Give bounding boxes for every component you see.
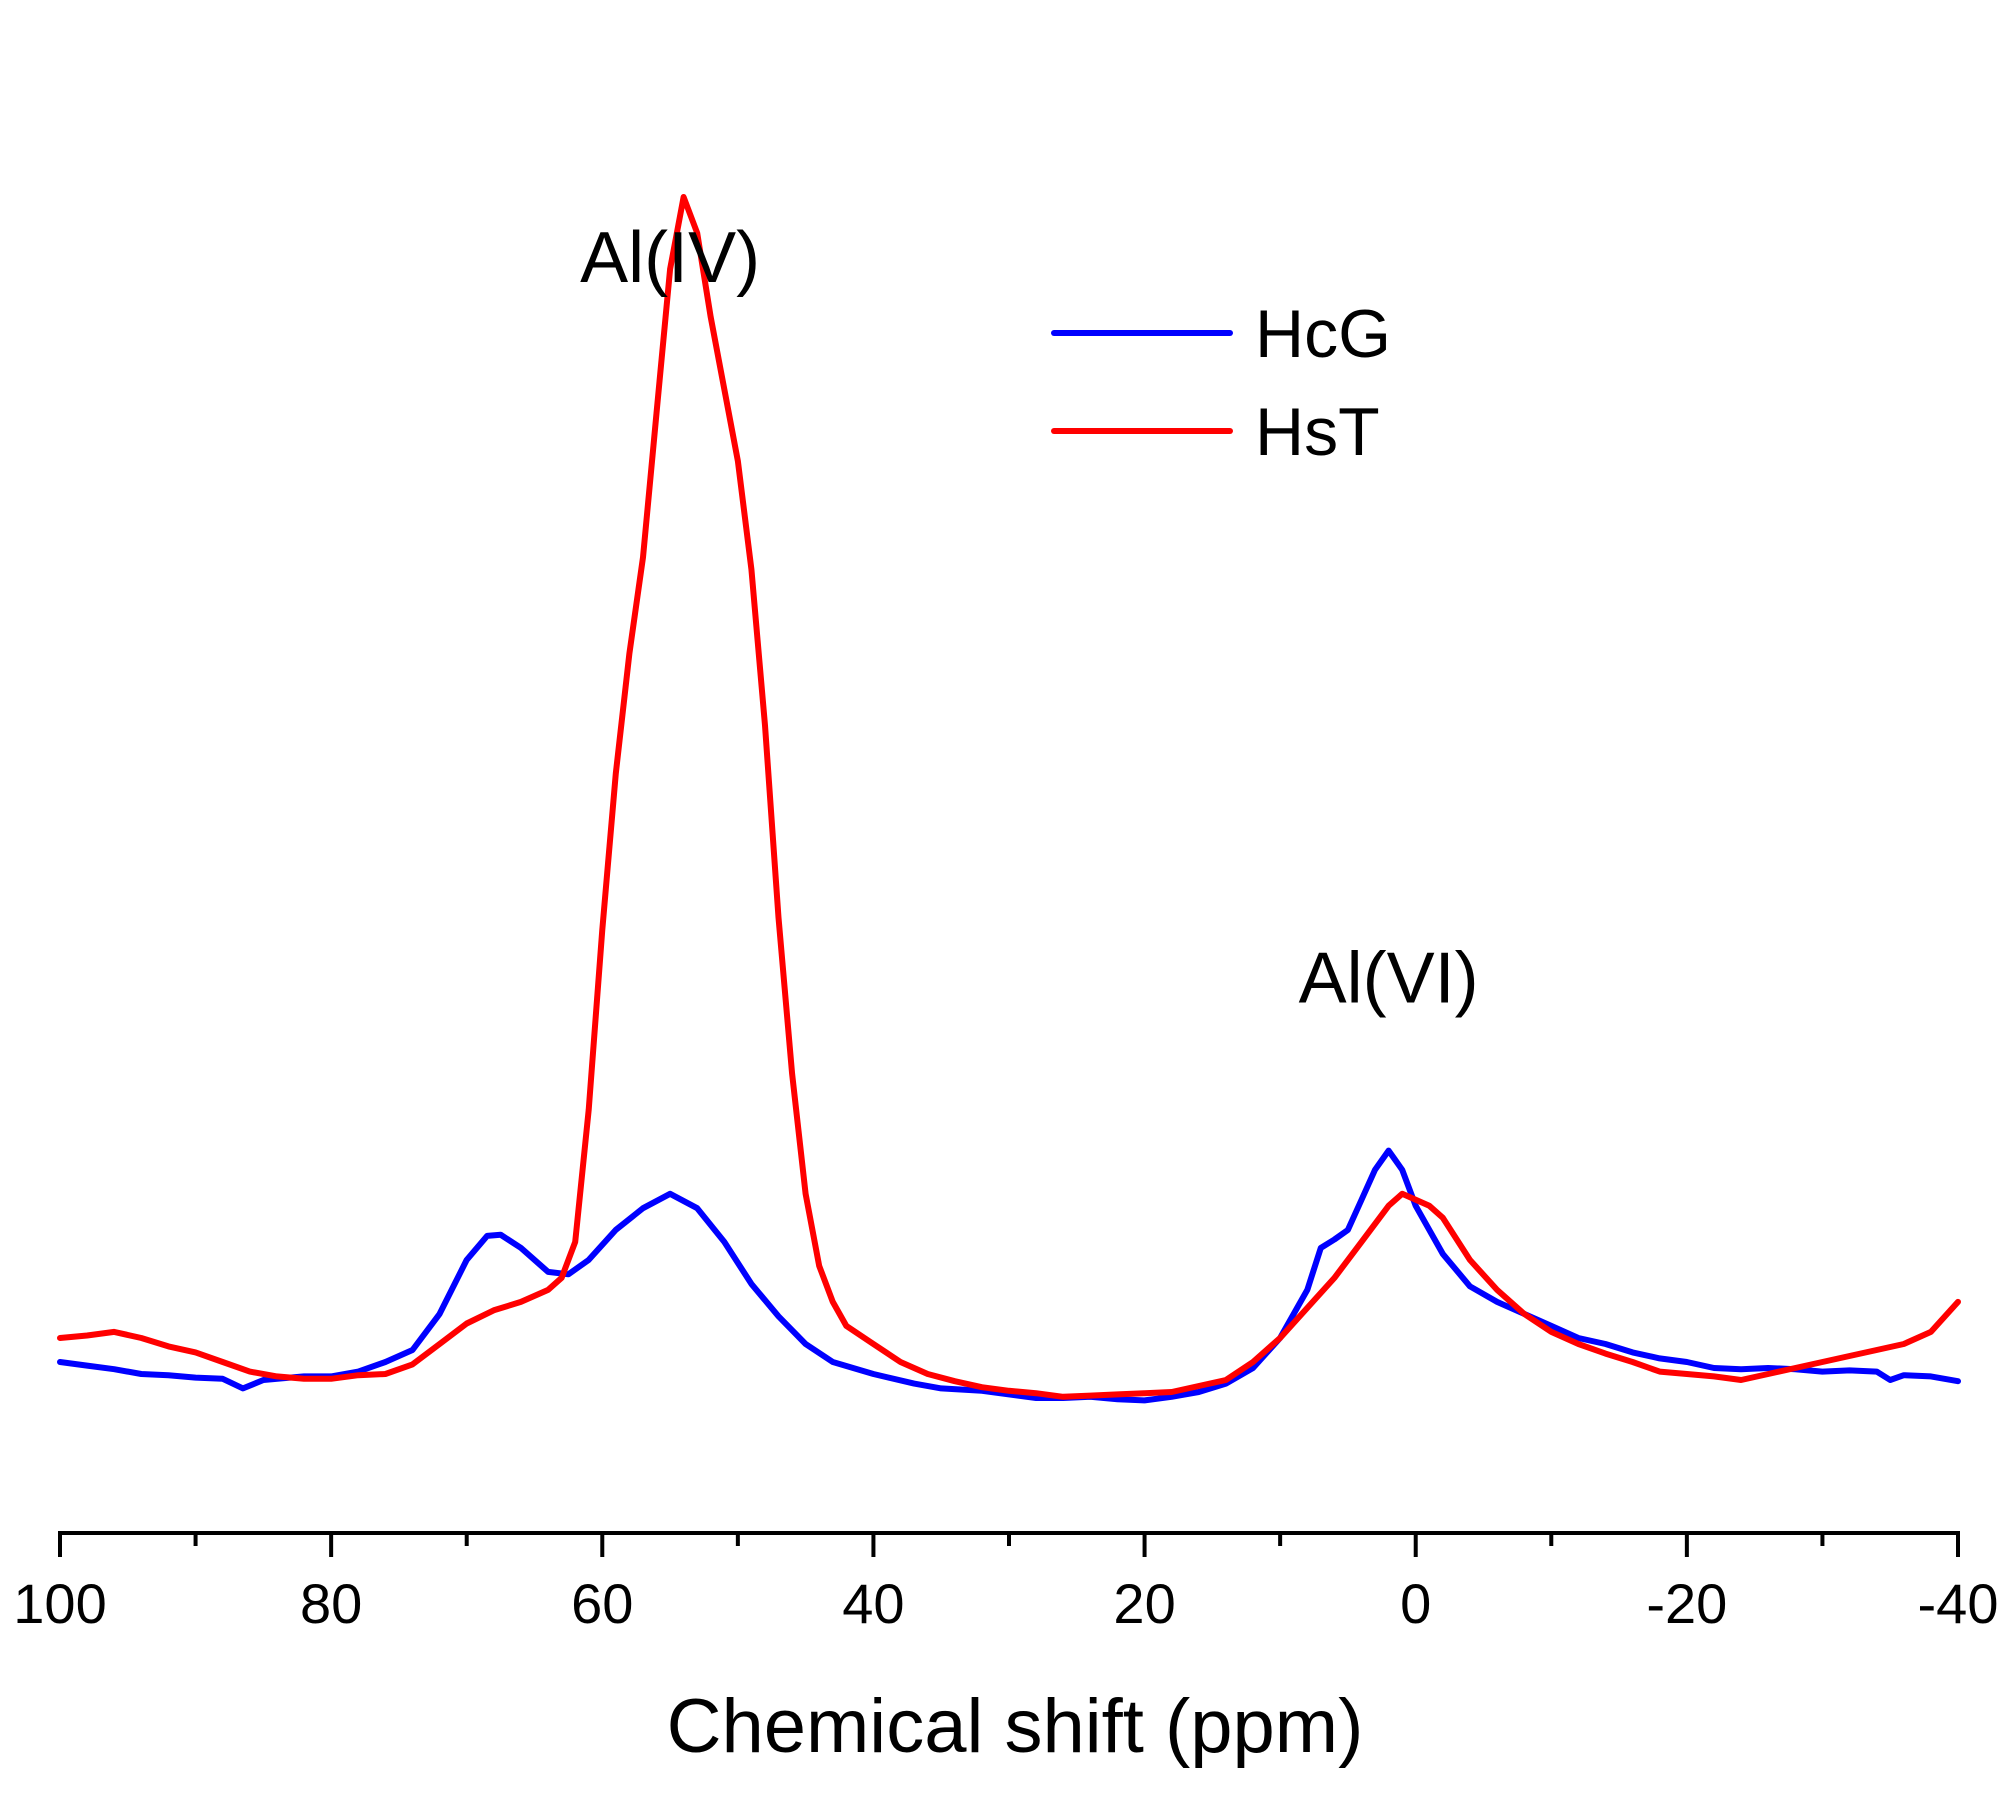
x-tick-label: 100 xyxy=(13,1572,106,1635)
x-ticks: 100 80 60 40 20 0 -20 -40 xyxy=(13,1533,1998,1635)
legend-label-hst: HsT xyxy=(1255,394,1380,470)
x-tick-label: -40 xyxy=(1918,1572,1999,1635)
annotation-al-iv: Al(IV) xyxy=(580,218,760,298)
x-axis-title: Chemical shift (ppm) xyxy=(667,1684,1364,1769)
x-tick-label: 0 xyxy=(1400,1572,1431,1635)
plot-lines xyxy=(57,194,1961,1404)
x-tick-label: 80 xyxy=(300,1572,362,1635)
series-line-hst xyxy=(57,194,1961,1400)
series-line-hcg xyxy=(57,1147,1961,1404)
x-axis: 100 80 60 40 20 0 -20 -40 Chemical shift (ppm) xyxy=(13,1531,1998,1769)
x-tick-label: 60 xyxy=(571,1572,633,1635)
peak-annotations: Al(IV) Al(VI) xyxy=(580,218,1479,1019)
x-tick-label: 40 xyxy=(842,1572,904,1635)
legend: HcG HsT xyxy=(1051,296,1391,470)
legend-label-hcg: HcG xyxy=(1255,296,1391,372)
x-tick-label: -20 xyxy=(1646,1572,1727,1635)
x-tick-label: 20 xyxy=(1113,1572,1175,1635)
annotation-al-vi: Al(VI) xyxy=(1299,939,1479,1019)
